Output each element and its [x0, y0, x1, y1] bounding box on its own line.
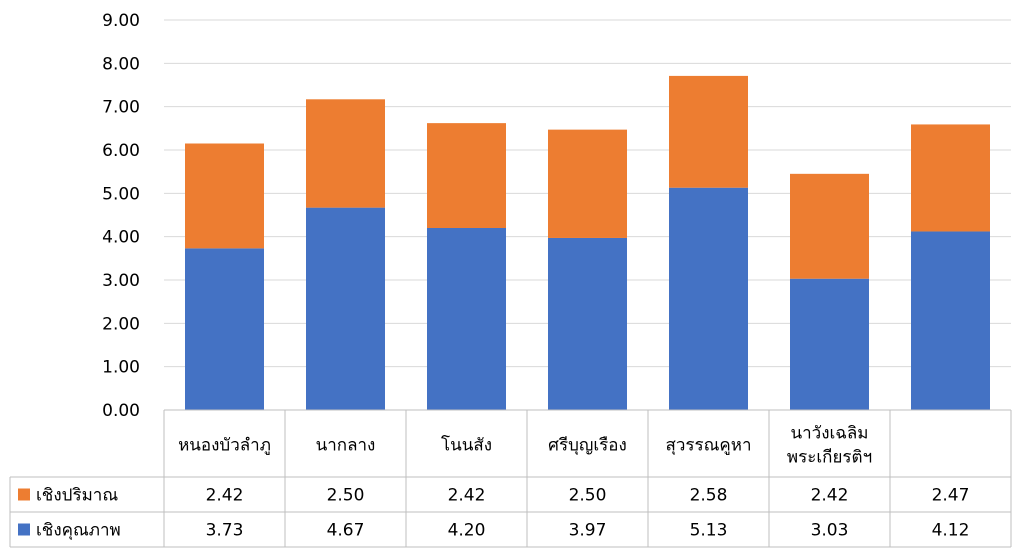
bar-quality: [185, 248, 264, 410]
data-table-value: 4.67: [327, 521, 365, 541]
category-label: นาวังเฉลิม: [790, 424, 868, 444]
category-label: ศรีบุญเรือง: [548, 436, 627, 456]
y-tick-label: 4.00: [102, 228, 140, 248]
y-tick-label: 1.00: [102, 358, 140, 378]
bar-quality: [306, 207, 385, 410]
data-table-value: 2.58: [690, 486, 728, 506]
legend-label: เชิงคุณภาพ: [36, 521, 121, 541]
bar-quantity: [911, 124, 990, 232]
data-table-value: 2.42: [206, 486, 244, 506]
bar-quantity: [185, 143, 264, 249]
bar-quantity: [790, 173, 869, 279]
category-label: โนนสัง: [441, 435, 492, 456]
data-table-value: 2.50: [569, 486, 607, 506]
bar-quality: [548, 237, 627, 410]
data-table-value: 3.03: [811, 521, 849, 541]
bar-quality: [669, 187, 748, 410]
data-table-value: 2.47: [932, 486, 970, 506]
category-label: หนองบัวลำภู: [178, 436, 271, 456]
data-table-value: 2.42: [811, 486, 849, 506]
y-tick-label: 3.00: [102, 271, 140, 291]
bar-quality: [790, 278, 869, 410]
y-tick-label: 0.00: [102, 401, 140, 421]
y-tick-label: 8.00: [102, 54, 140, 74]
category-label: นากลาง: [316, 436, 376, 456]
bar-quantity: [427, 123, 506, 228]
y-tick-label: 7.00: [102, 98, 140, 118]
y-tick-label: 9.00: [102, 11, 140, 31]
category-label: พระเกียรติฯ: [787, 448, 872, 468]
data-table-value: 3.73: [206, 521, 244, 541]
legend-swatch: [18, 523, 30, 536]
y-tick-label: 2.00: [102, 314, 140, 334]
data-table-value: 2.50: [327, 486, 365, 506]
y-tick-label: 5.00: [102, 184, 140, 204]
legend-swatch: [18, 488, 30, 501]
bar-quality: [427, 228, 506, 410]
bar-quality: [911, 231, 990, 410]
data-table-value: 5.13: [690, 521, 728, 541]
legend-label: เชิงปริมาณ: [36, 486, 118, 506]
y-tick-label: 6.00: [102, 141, 140, 161]
data-table-value: 3.97: [569, 521, 607, 541]
bar-quantity: [669, 75, 748, 188]
bar-quantity: [306, 99, 385, 208]
bar-quantity: [548, 129, 627, 238]
data-table-value: 4.20: [448, 521, 486, 541]
data-table-value: 4.12: [932, 521, 970, 541]
data-table-value: 2.42: [448, 486, 486, 506]
category-label: สุวรรณคูหา: [665, 436, 751, 456]
